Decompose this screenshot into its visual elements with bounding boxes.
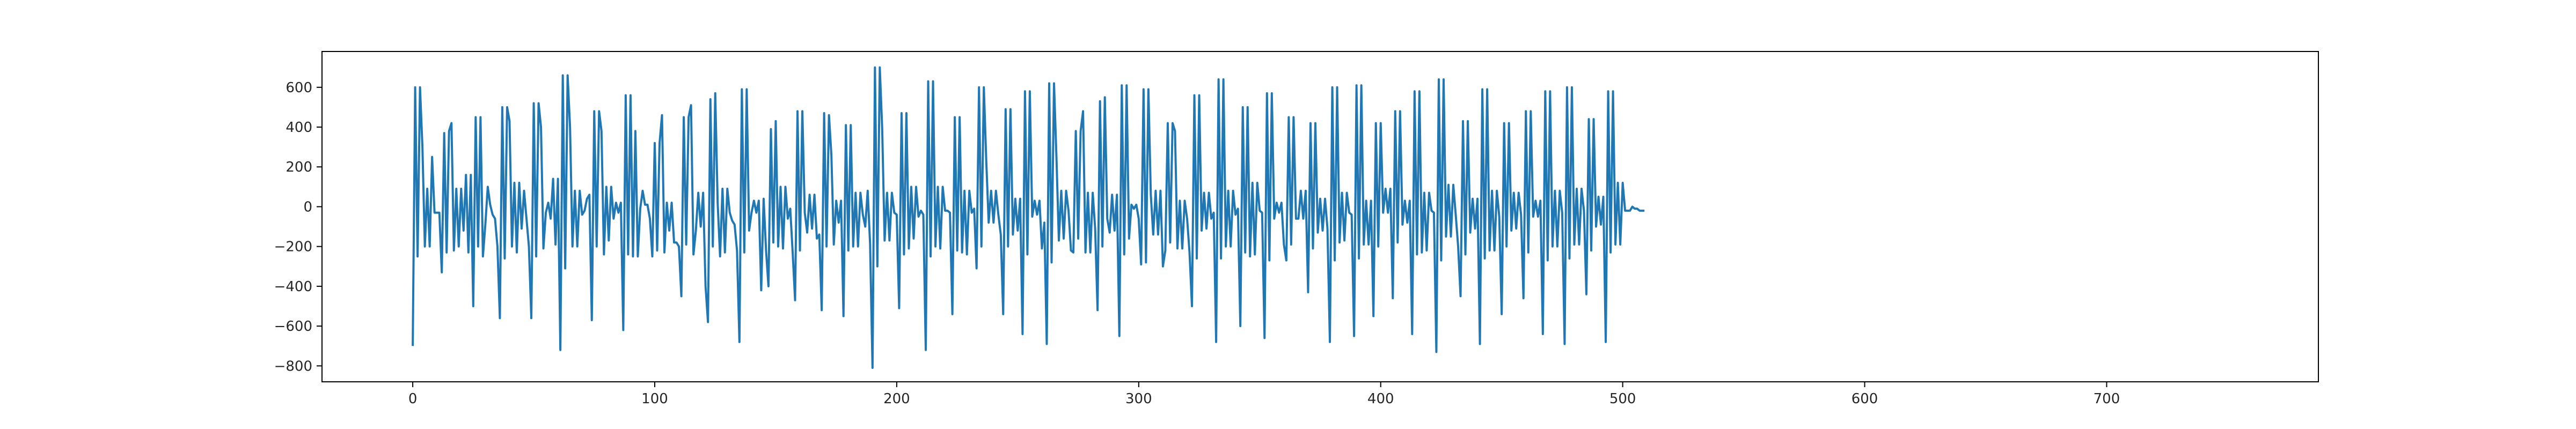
x-tick-label: 300: [1125, 391, 1152, 407]
y-tick-label: 0: [303, 199, 312, 215]
plot-area: [412, 66, 1645, 369]
series-line-0: [412, 66, 1645, 369]
y-tick-label: 400: [286, 120, 312, 136]
axes-frame: [321, 51, 2319, 382]
x-tick-label: 100: [641, 391, 668, 407]
y-tick-label: 200: [286, 159, 312, 175]
x-tick-label: 700: [2094, 391, 2120, 407]
x-tick-label: 500: [1609, 391, 1636, 407]
y-axis: −800 −600 −400 −200 0 200 400 600: [274, 80, 322, 374]
x-tick-label: 400: [1367, 391, 1394, 407]
y-tick-label: −600: [274, 319, 312, 335]
x-tick-label: 600: [1851, 391, 1878, 407]
x-axis: 0 100 200 300 400 500 600 700: [408, 382, 2120, 407]
x-tick-label: 0: [408, 391, 418, 407]
y-tick-label: 600: [286, 80, 312, 96]
y-tick-label: −400: [274, 279, 312, 295]
y-tick-label: −800: [274, 358, 312, 374]
y-tick-label: −200: [274, 239, 312, 255]
x-tick-label: 200: [883, 391, 910, 407]
